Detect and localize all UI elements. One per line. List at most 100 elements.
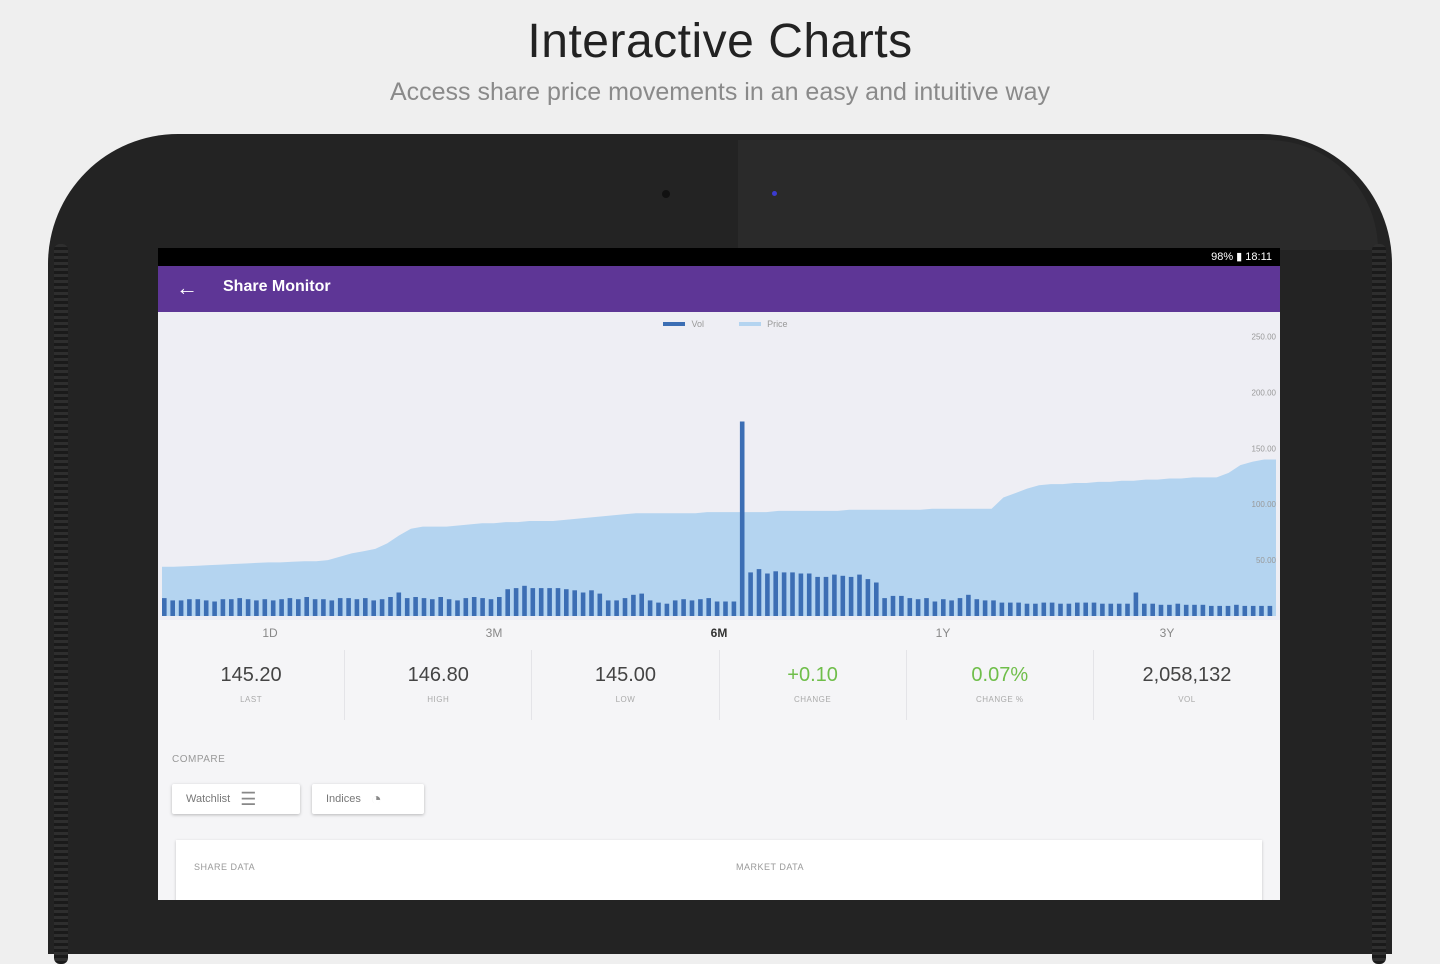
volume-bar [1133, 592, 1139, 616]
volume-bar [1125, 603, 1130, 616]
sensor-icon [772, 191, 777, 196]
volume-bar [672, 600, 678, 616]
volume-bar [932, 601, 938, 616]
price-chart[interactable]: Vol Price 250.00 200.00 150.00 100.00 50.00 [158, 312, 1280, 620]
stat-low: 145.00 LOW [532, 650, 720, 720]
volume-bar [346, 598, 351, 616]
volume-bar [656, 602, 661, 616]
volume-bar [212, 601, 217, 616]
indices-button[interactable]: Indices ◔ [312, 784, 424, 814]
volume-bar [714, 601, 720, 616]
volume-bar [430, 599, 435, 616]
volume-bar [245, 599, 251, 616]
volume-bar [840, 575, 846, 616]
volume-bar [622, 598, 628, 616]
stat-value: 145.00 [594, 664, 657, 686]
volume-bar [530, 588, 536, 616]
legend-price-label: Price [767, 318, 788, 329]
range-tab-3m[interactable]: 3M [485, 626, 503, 640]
volume-bar [488, 599, 494, 616]
price-area [162, 459, 1276, 616]
volume-bar [354, 599, 360, 616]
stat-value: 2,058,132 [1142, 664, 1232, 686]
volume-bar [1008, 602, 1013, 616]
watchlist-button[interactable]: Watchlist ☰ [172, 784, 300, 814]
promo-subtitle: Access share price movements in an easy … [389, 78, 1051, 106]
volume-bar [999, 602, 1005, 616]
stat-value: 0.07% [971, 664, 1029, 686]
volume-bar [773, 571, 778, 616]
volume-bar [1049, 602, 1055, 616]
volume-bar [455, 600, 460, 616]
stat-label: LAST [240, 695, 263, 704]
volume-bar [798, 573, 804, 616]
range-tab-6m[interactable]: 6M [710, 626, 728, 640]
promo-title: Interactive Charts [527, 15, 913, 68]
volume-bar [1209, 605, 1214, 616]
volume-bar [254, 600, 259, 616]
volume-bar [480, 598, 485, 616]
volume-bar [857, 574, 862, 616]
volume-bar [974, 599, 980, 616]
volume-bar [1033, 603, 1038, 616]
volume-bar [1183, 604, 1189, 616]
volume-bar [237, 598, 242, 616]
range-tab-3y[interactable]: 3Y [1159, 626, 1175, 640]
volume-bar [890, 595, 896, 616]
y-tick-label: 150.00 [1252, 444, 1277, 453]
volume-bar [555, 588, 561, 616]
volume-bar [1234, 604, 1239, 616]
indices-icon: ◔ [370, 788, 382, 809]
volume-bar [203, 600, 209, 616]
stat-label: CHANGE % [975, 695, 1024, 704]
volume-bar [178, 600, 184, 616]
volume-bar [915, 599, 921, 616]
app-title: Share Monitor [223, 278, 331, 295]
stats-row: 145.20 LAST 146.80 HIGH 145.00 LOW +0.10… [158, 650, 1280, 720]
range-tab-1d[interactable]: 1D [262, 626, 278, 640]
volume-bar [1225, 605, 1231, 616]
stat-value: +0.10 [787, 664, 838, 686]
volume-bar [731, 601, 737, 616]
volume-bar [1200, 604, 1206, 616]
stat-last: 145.20 LAST [158, 650, 346, 720]
legend-vol-swatch [663, 321, 685, 326]
chart-legend: Vol Price [663, 318, 788, 329]
volume-bar [1016, 602, 1021, 616]
range-tab-1y[interactable]: 1Y [935, 626, 951, 640]
volume-bar [371, 600, 376, 616]
camera-lens-icon [662, 190, 670, 198]
stat-label: CHANGE [793, 695, 832, 704]
volume-bar [899, 595, 904, 616]
volume-bar [739, 421, 745, 616]
range-selector: 1D 3M 6M 1Y 3Y [158, 620, 1280, 644]
volume-bar [1192, 604, 1197, 616]
compare-heading: COMPARE [172, 754, 226, 765]
volume-bar [991, 600, 996, 616]
volume-bar [706, 598, 711, 616]
volume-bar [1250, 605, 1256, 616]
volume-bar [907, 598, 913, 616]
volume-bar [966, 594, 971, 616]
right-speaker-grille [1372, 244, 1386, 964]
volume-bar [957, 598, 963, 616]
volume-bar [1100, 603, 1105, 616]
volume-bar [1158, 604, 1164, 616]
app-bar: ← Share Monitor [158, 266, 1280, 312]
volume-bar [874, 582, 879, 616]
status-indicators: 98% ▮ 18:11 [1211, 251, 1272, 263]
volume-bar [337, 598, 343, 616]
volume-bar [765, 573, 770, 616]
volume-bar [388, 597, 393, 616]
volume-bar [681, 599, 686, 616]
volume-bar [304, 597, 309, 616]
volume-bar [614, 600, 619, 616]
volume-bar [564, 589, 569, 616]
arrow-left-icon[interactable]: ← [176, 275, 198, 300]
stat-volume: 2,058,132 VOL [1094, 650, 1280, 720]
volume-bar [505, 589, 510, 616]
stat-label: VOL [1178, 695, 1196, 704]
volume-bar [413, 597, 418, 616]
volume-bar [287, 598, 293, 616]
volume-bar [815, 576, 820, 616]
